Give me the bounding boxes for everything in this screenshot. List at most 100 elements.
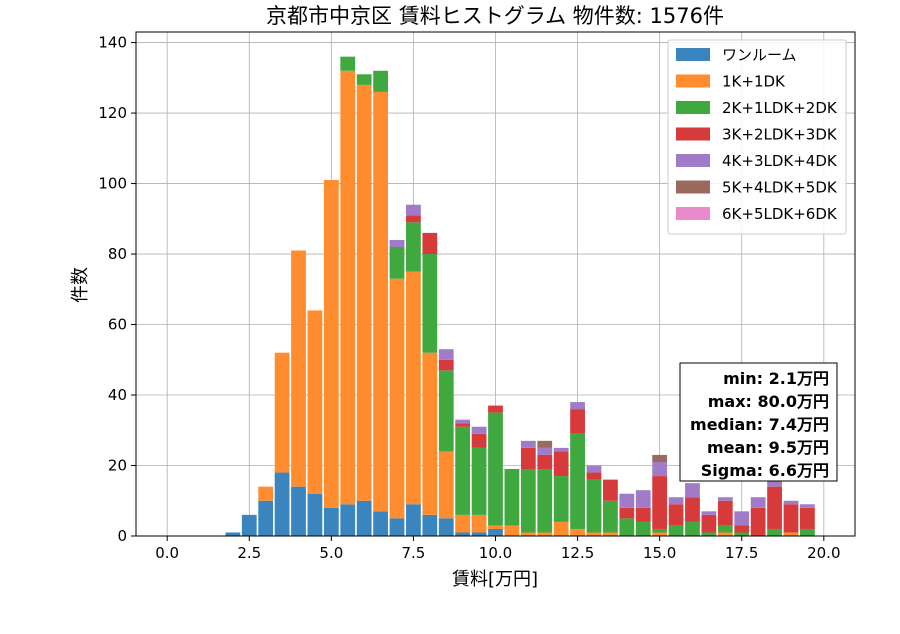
bar-segment xyxy=(389,278,405,519)
bar-segment xyxy=(800,504,815,508)
bar-segment xyxy=(685,483,700,498)
y-tick-label: 20 xyxy=(108,457,127,475)
stats-line: Sigma: 6.6万円 xyxy=(701,461,829,480)
bar-segment xyxy=(455,532,471,536)
bar-segment xyxy=(668,525,684,536)
bar-segment xyxy=(553,476,569,522)
y-tick-label: 40 xyxy=(108,386,127,404)
bar-segment xyxy=(701,532,717,536)
bar-segment xyxy=(258,500,274,536)
legend-swatch xyxy=(676,180,710,194)
bar-segment xyxy=(537,469,553,533)
bar-segment xyxy=(504,469,520,526)
bar-segment xyxy=(356,500,372,536)
x-tick-label: 10.0 xyxy=(479,544,512,562)
bar-segment xyxy=(701,511,717,515)
bar-segment xyxy=(717,497,733,501)
bar-segment xyxy=(455,514,471,533)
y-tick-label: 0 xyxy=(117,527,127,545)
bar-segment xyxy=(520,447,536,470)
legend-swatch xyxy=(676,74,710,88)
bar-segment xyxy=(619,518,635,536)
bar-segment xyxy=(586,532,602,536)
bar-segment xyxy=(652,528,668,533)
bar-segment xyxy=(800,507,815,529)
x-tick-label: 2.5 xyxy=(237,544,261,562)
y-tick-label: 140 xyxy=(98,34,127,52)
bar-segment xyxy=(586,465,602,473)
bar-segment xyxy=(668,504,684,526)
legend-label: 5K+4LDK+5DK xyxy=(722,179,838,197)
bar-segment xyxy=(734,525,750,533)
bar-segment xyxy=(356,74,372,85)
bar-segment xyxy=(389,239,405,247)
bar-segment xyxy=(619,507,635,519)
bar-segment xyxy=(471,514,487,533)
bar-segment xyxy=(537,532,553,536)
bar-segment xyxy=(422,514,438,536)
bar-segment xyxy=(258,486,274,501)
bar-segment xyxy=(504,525,520,536)
legend-swatch xyxy=(676,207,710,220)
legend-swatch xyxy=(676,154,710,167)
stats-line: max: 80.0万円 xyxy=(708,392,829,411)
bar-segment xyxy=(340,56,356,71)
y-tick-label: 60 xyxy=(108,316,127,334)
bar-segment xyxy=(438,349,454,360)
bar-segment xyxy=(307,310,323,494)
legend-label: ワンルーム xyxy=(722,46,797,64)
stats-line: median: 7.4万円 xyxy=(690,415,829,434)
chart-title: 京都市中京区 賃料ヒストグラム 物件数: 1576件 xyxy=(266,4,724,28)
bar-segment xyxy=(274,352,290,473)
bar-segment xyxy=(635,490,651,508)
bar-segment xyxy=(389,518,405,536)
bar-segment xyxy=(652,532,668,536)
legend-swatch xyxy=(676,101,710,114)
bar-segment xyxy=(422,352,438,515)
bar-segment xyxy=(750,497,766,508)
stats-line: min: 2.1万円 xyxy=(723,369,829,388)
bar-segment xyxy=(438,359,454,371)
bar-segment xyxy=(717,500,733,526)
bar-segment xyxy=(356,84,372,501)
x-tick-label: 5.0 xyxy=(319,544,343,562)
bar-segment xyxy=(471,532,487,536)
legend-label: 4K+3LDK+4DK xyxy=(722,152,838,170)
x-tick-label: 15.0 xyxy=(643,544,676,562)
bar-segment xyxy=(422,232,438,255)
bar-segment xyxy=(668,497,684,505)
bar-segment xyxy=(406,222,421,272)
bar-segment xyxy=(685,521,700,536)
bar-segment xyxy=(652,461,668,477)
bar-segment xyxy=(701,514,717,533)
bar-segment xyxy=(520,532,536,536)
bar-segment xyxy=(783,532,799,536)
bar-segment xyxy=(389,246,405,279)
x-tick-label: 20.0 xyxy=(807,544,840,562)
bar-segment xyxy=(488,405,503,413)
legend: ワンルーム 1K+1DK 2K+1LDK+2DK 3K+2LDK+3DK 4K+3LDK… xyxy=(667,39,847,235)
bar-segment xyxy=(734,532,750,536)
bar-segment xyxy=(553,521,569,536)
stats-line: mean: 9.5万円 xyxy=(707,438,829,457)
bar-segment xyxy=(340,70,356,505)
bar-segment xyxy=(586,479,602,533)
x-axis-label: 賃料[万円] xyxy=(452,569,538,590)
bar-segment xyxy=(488,525,503,529)
bar-segment xyxy=(291,486,306,536)
bar-segment xyxy=(685,497,700,522)
bar-segment xyxy=(438,451,454,519)
bar-segment xyxy=(717,525,733,533)
bar-segment xyxy=(570,402,585,410)
x-tick-label: 12.5 xyxy=(561,544,594,562)
stats-frame xyxy=(679,362,838,482)
x-tick-label: 17.5 xyxy=(725,544,758,562)
bar-segment xyxy=(291,250,306,487)
bar-segment xyxy=(800,528,815,536)
bar-segment xyxy=(438,518,454,536)
bar-segment xyxy=(406,504,421,536)
bar-segment xyxy=(553,447,569,452)
bar-segment xyxy=(586,472,602,480)
y-tick-label: 100 xyxy=(98,175,127,193)
y-tick-label: 80 xyxy=(108,245,127,263)
